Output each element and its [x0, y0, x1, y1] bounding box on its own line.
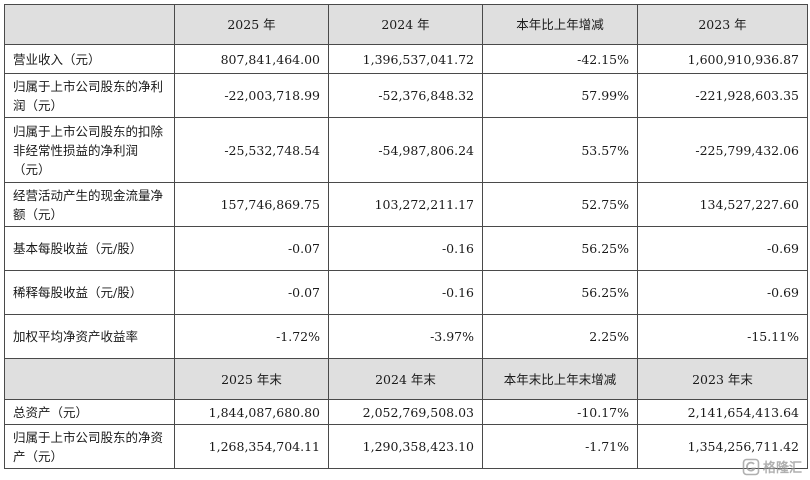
row-label: 稀释每股收益（元/股） — [4, 270, 175, 315]
cell-value: 1,354,256,711.42 — [637, 424, 808, 469]
table-row: 加权平均净资产收益率 -1.72% -3.97% 2.25% -15.11% — [4, 314, 808, 359]
row-label: 归属于上市公司股东的净资产（元） — [4, 424, 175, 469]
cell-value: 1,844,087,680.80 — [174, 399, 329, 425]
cell-value: -1.71% — [482, 424, 638, 469]
row-label: 加权平均净资产收益率 — [4, 314, 175, 359]
cell-value: -0.07 — [174, 270, 329, 315]
header-cell-yoy-change-end: 本年末比上年末增减 — [482, 358, 638, 400]
table-row: 归属于上市公司股东的净利润（元） -22,003,718.99 -52,376,… — [4, 73, 808, 118]
financial-data-table: 2025 年 2024 年 本年比上年增减 2023 年 营业收入（元） 807… — [4, 4, 808, 469]
table-row: 营业收入（元） 807,841,464.00 1,396,537,041.72 … — [4, 44, 808, 74]
table-header-row: 2025 年 2024 年 本年比上年增减 2023 年 — [4, 4, 808, 45]
header-cell-2024: 2024 年 — [328, 4, 483, 45]
header-cell-2023: 2023 年 — [637, 4, 808, 45]
header-cell-2025-end: 2025 年末 — [174, 358, 329, 400]
header-cell-blank — [4, 4, 175, 45]
cell-value: 1,268,354,704.11 — [174, 424, 329, 469]
table-row: 基本每股收益（元/股） -0.07 -0.16 56.25% -0.69 — [4, 226, 808, 271]
watermark-text: 格隆汇 — [762, 461, 802, 476]
row-label: 归属于上市公司股东的扣除非经常性损益的净利润（元） — [4, 117, 175, 183]
cell-value: 2,052,769,508.03 — [328, 399, 483, 425]
cell-value: -54,987,806.24 — [328, 117, 483, 183]
cell-value: -0.69 — [637, 270, 808, 315]
cell-value: -0.69 — [637, 226, 808, 271]
row-label: 经营活动产生的现金流量净额（元） — [4, 182, 175, 227]
cell-value: 807,841,464.00 — [174, 44, 329, 74]
cell-value: -221,928,603.35 — [637, 73, 808, 118]
row-label: 总资产（元） — [4, 399, 175, 425]
cell-value: 56.25% — [482, 270, 638, 315]
watermark: 格隆汇 — [742, 457, 802, 476]
cell-value: -15.11% — [637, 314, 808, 359]
cell-value: -25,532,748.54 — [174, 117, 329, 183]
glh-logo-icon — [742, 458, 760, 476]
header-cell-yoy-change: 本年比上年增减 — [482, 4, 638, 45]
cell-value: 134,527,227.60 — [637, 182, 808, 227]
cell-value: -3.97% — [328, 314, 483, 359]
table-row: 经营活动产生的现金流量净额（元） 157,746,869.75 103,272,… — [4, 182, 808, 227]
row-label: 基本每股收益（元/股） — [4, 226, 175, 271]
cell-value: 57.99% — [482, 73, 638, 118]
cell-value: -52,376,848.32 — [328, 73, 483, 118]
header-cell-2023-end: 2023 年末 — [637, 358, 808, 400]
table-row: 总资产（元） 1,844,087,680.80 2,052,769,508.03… — [4, 399, 808, 425]
cell-value: 1,290,358,423.10 — [328, 424, 483, 469]
row-label: 营业收入（元） — [4, 44, 175, 74]
cell-value: -22,003,718.99 — [174, 73, 329, 118]
header-cell-2025: 2025 年 — [174, 4, 329, 45]
cell-value: -42.15% — [482, 44, 638, 74]
row-label: 归属于上市公司股东的净利润（元） — [4, 73, 175, 118]
header-cell-2024-end: 2024 年末 — [328, 358, 483, 400]
cell-value: -0.16 — [328, 270, 483, 315]
cell-value: 2.25% — [482, 314, 638, 359]
cell-value: -225,799,432.06 — [637, 117, 808, 183]
cell-value: -0.07 — [174, 226, 329, 271]
cell-value: -10.17% — [482, 399, 638, 425]
cell-value: 1,396,537,041.72 — [328, 44, 483, 74]
table-row: 稀释每股收益（元/股） -0.07 -0.16 56.25% -0.69 — [4, 270, 808, 315]
table-row: 归属于上市公司股东的净资产（元） 1,268,354,704.11 1,290,… — [4, 424, 808, 469]
table-header-row: 2025 年末 2024 年末 本年末比上年末增减 2023 年末 — [4, 358, 808, 400]
cell-value: 2,141,654,413.64 — [637, 399, 808, 425]
cell-value: 56.25% — [482, 226, 638, 271]
cell-value: -1.72% — [174, 314, 329, 359]
cell-value: 157,746,869.75 — [174, 182, 329, 227]
cell-value: 52.75% — [482, 182, 638, 227]
header-cell-blank — [4, 358, 175, 400]
cell-value: 103,272,211.17 — [328, 182, 483, 227]
cell-value: 1,600,910,936.87 — [637, 44, 808, 74]
table-row: 归属于上市公司股东的扣除非经常性损益的净利润（元） -25,532,748.54… — [4, 117, 808, 183]
cell-value: -0.16 — [328, 226, 483, 271]
cell-value: 53.57% — [482, 117, 638, 183]
